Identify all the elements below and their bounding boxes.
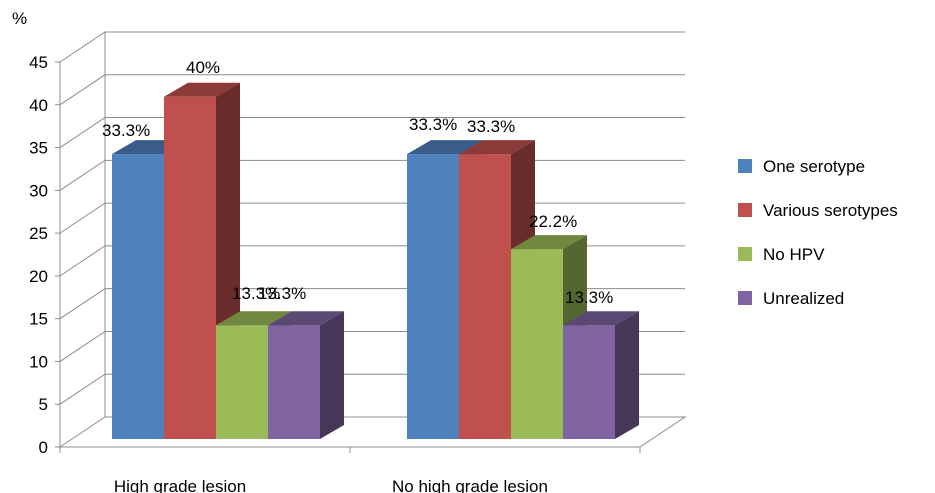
data-label: 33.3% xyxy=(467,117,515,136)
legend-swatch xyxy=(738,159,752,173)
data-label: 13.3% xyxy=(258,284,306,303)
bar-top xyxy=(268,311,344,326)
gridlines xyxy=(59,31,685,405)
bar-front xyxy=(511,249,563,439)
gridline xyxy=(59,31,685,63)
bar xyxy=(268,311,344,439)
y-tick-label: 5 xyxy=(39,395,48,414)
legend-swatch xyxy=(738,247,752,261)
legend-item: Various serotypes xyxy=(738,201,898,220)
bar-side xyxy=(615,311,639,439)
bar-top xyxy=(459,140,535,155)
y-tick-label: 40 xyxy=(29,96,48,115)
bar-top xyxy=(216,311,292,326)
data-label: 22.2% xyxy=(529,212,577,231)
bar-front xyxy=(459,154,511,439)
bar-front xyxy=(563,325,615,439)
legend-swatch xyxy=(738,291,752,305)
y-tick-label: 10 xyxy=(29,352,48,371)
y-tick-label: 30 xyxy=(29,181,48,200)
bar-front xyxy=(407,154,459,439)
bar-top xyxy=(511,235,587,250)
legend-label: Various serotypes xyxy=(763,201,898,220)
gridline xyxy=(59,117,685,148)
y-axis-unit-label: % xyxy=(12,9,27,28)
bar-top xyxy=(563,311,639,326)
y-tick-label: 0 xyxy=(39,438,48,457)
legend-label: One serotype xyxy=(763,157,865,176)
bar-front xyxy=(216,325,268,439)
legend-label: Unrealized xyxy=(763,289,844,308)
y-tick-label: 15 xyxy=(29,310,48,329)
bar-top xyxy=(164,82,240,97)
bar-front xyxy=(268,325,320,439)
data-labels: 33.3%40%13.3%13.3%33.3% 33.3%22.2%13.3% xyxy=(102,58,613,307)
data-label: 33.3% xyxy=(102,121,150,140)
legend-item: One serotype xyxy=(738,157,865,176)
bar xyxy=(563,311,639,439)
bar-top xyxy=(407,140,483,155)
data-label: 40% xyxy=(186,58,220,77)
y-tick-label: 20 xyxy=(29,267,48,286)
gridline xyxy=(59,74,685,106)
legend: One serotype Various serotypes No HPV Unrea… xyxy=(738,157,898,308)
data-label: 13.3% xyxy=(232,284,280,303)
y-axis: 0 5 10 15 20 25 30 35 40 45 xyxy=(29,53,61,457)
bars xyxy=(112,82,639,440)
legend-label: No HPV xyxy=(763,245,825,264)
category-label: No high grade lesion xyxy=(392,477,548,493)
legend-item: Unrealized xyxy=(738,289,844,308)
bar-side xyxy=(320,311,344,439)
data-label: 33.3% xyxy=(409,115,457,134)
x-axis: High grade lesion No high grade lesion xyxy=(59,446,641,493)
y-tick-label: 25 xyxy=(29,224,48,243)
legend-item: No HPV xyxy=(738,245,825,264)
bar-front xyxy=(164,96,216,440)
y-tick-label: 35 xyxy=(29,139,48,158)
bar-front xyxy=(112,154,164,439)
legend-swatch xyxy=(738,203,752,217)
y-tick-label: 45 xyxy=(29,53,48,72)
category-label: High grade lesion xyxy=(114,477,246,493)
data-label: 13.3% xyxy=(565,288,613,307)
